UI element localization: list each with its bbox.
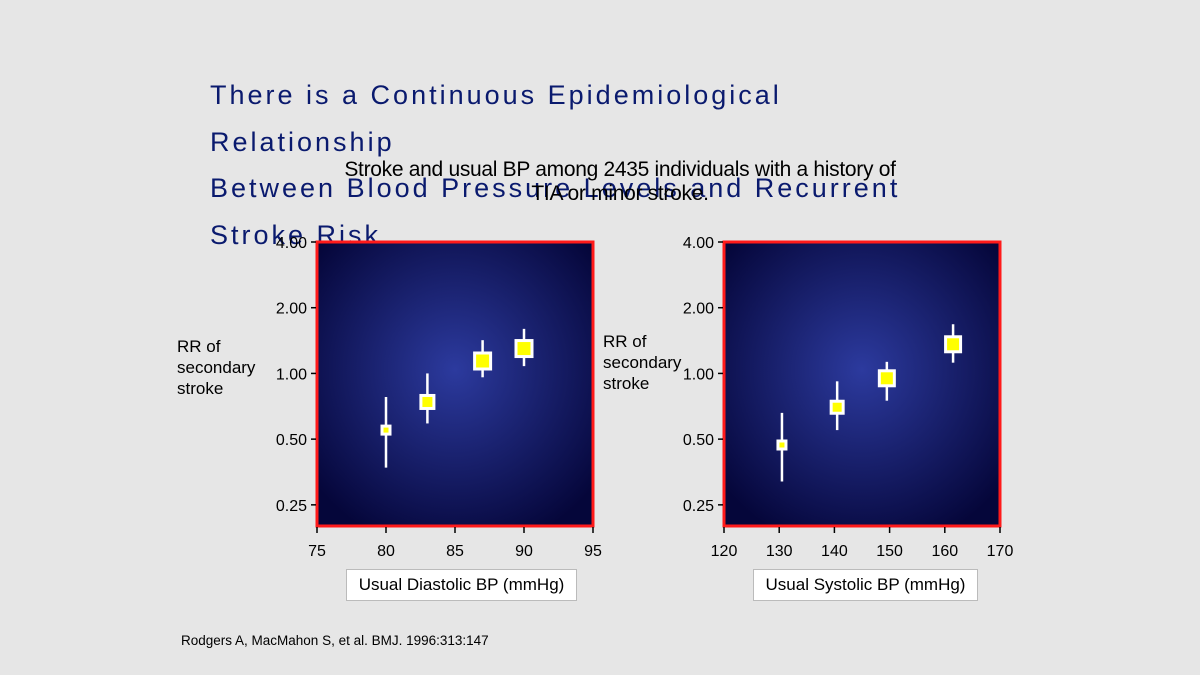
x-axis-label-diastolic: Usual Diastolic BP (mmHg)	[346, 569, 577, 601]
y-tick-label: 4.00	[683, 235, 714, 252]
data-point	[944, 335, 963, 354]
y-tick-label: 0.25	[276, 498, 307, 515]
data-point	[877, 369, 896, 388]
slide-title: There is a Continuous Epidemiological Re…	[210, 72, 1030, 258]
y-tick-label: 0.25	[683, 498, 714, 515]
data-point	[776, 439, 788, 451]
slide-title-line: Between Blood Pressure Levels and Recurr…	[210, 173, 901, 203]
x-tick-label: 150	[876, 543, 903, 560]
chart-subtitle: Stroke and usual BP among 2435 individua…	[344, 158, 896, 205]
x-tick-label: 80	[377, 543, 395, 560]
x-axis-label-systolic: Usual Systolic BP (mmHg)	[753, 569, 978, 601]
x-tick-label: 75	[308, 543, 326, 560]
y-tick-label: 2.00	[683, 301, 714, 318]
x-tick-label: 130	[766, 543, 793, 560]
data-point	[829, 399, 845, 415]
slide-title-line: Relationship	[210, 126, 395, 157]
plot-area	[315, 240, 595, 528]
plot-area	[722, 240, 1002, 528]
y-tick-label: 4.00	[276, 235, 307, 252]
data-point	[380, 424, 392, 436]
x-tick-label: 95	[584, 543, 602, 560]
data-point	[514, 339, 534, 359]
y-axis-label-systolic: RR of secondary stroke	[603, 332, 682, 393]
x-tick-label: 120	[711, 543, 738, 560]
x-tick-label: 90	[515, 543, 533, 560]
x-tick-label: 85	[446, 543, 464, 560]
x-tick-label: 170	[987, 543, 1014, 560]
y-tick-label: 0.50	[683, 432, 714, 449]
y-tick-label: 1.00	[276, 366, 307, 383]
y-tick-label: 2.00	[276, 301, 307, 318]
citation: Rodgers A, MacMahon S, et al. BMJ. 1996:…	[181, 633, 489, 648]
y-tick-label: 1.00	[683, 366, 714, 383]
diastolic-bp-chart: 0.25 0.50 1.00 2.00 4.00 75 80 85 90 95	[276, 235, 602, 560]
data-point	[473, 351, 493, 371]
slide-title-line: There is a Continuous Epidemiological	[210, 80, 782, 110]
x-tick-label: 160	[931, 543, 958, 560]
systolic-bp-chart: 0.25 0.50 1.00 2.00 4.00 120 130 140 150 160 170	[683, 235, 1014, 560]
x-tick-label: 140	[821, 543, 848, 560]
y-tick-label: 0.50	[276, 432, 307, 449]
data-point	[419, 393, 436, 410]
y-axis-label-diastolic: RR of secondary stroke	[177, 337, 256, 398]
